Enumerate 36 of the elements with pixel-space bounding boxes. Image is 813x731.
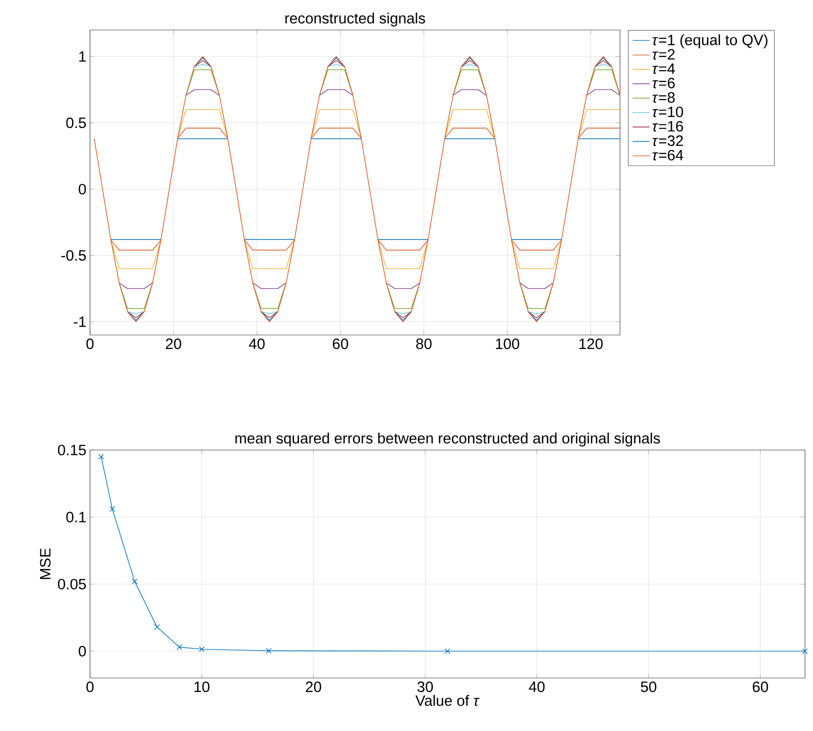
legend-label: τ=10: [652, 106, 684, 118]
y-tick-label: -0.5: [61, 250, 86, 261]
x-tick-label: 20: [306, 682, 322, 692]
legend-label: τ=8: [652, 92, 675, 103]
legend-label: τ=32: [652, 135, 683, 146]
x-tick-label: 10: [194, 682, 210, 692]
x-tick-label: 60: [752, 682, 768, 692]
y-tick-label: 0: [78, 646, 86, 656]
x-tick-label: 30: [417, 682, 433, 692]
legend-label: τ=16: [652, 121, 683, 132]
y-tick-label: 0.5: [66, 118, 86, 128]
x-tick-label: 0: [86, 682, 94, 692]
legend-label: τ=64: [652, 150, 684, 160]
x-tick-label: 0: [86, 338, 94, 350]
x-tick-label: 40: [528, 682, 545, 692]
x-tick-label: 50: [640, 682, 656, 692]
x-tick-label: 120: [579, 338, 603, 350]
y-tick-label: 0.1: [66, 512, 86, 522]
legend-label: τ=6: [652, 78, 675, 88]
x-tick-label: 100: [496, 338, 520, 350]
chart-title: reconstructed signals: [285, 12, 426, 26]
x-tick-label: 80: [416, 338, 432, 350]
x-axis-title: Value of τ: [415, 694, 480, 706]
legend-label: τ=4: [652, 64, 675, 74]
y-tick-label: 0.15: [58, 444, 86, 456]
legend-label: τ=1 (equal to QV): [652, 34, 768, 48]
legend-label: τ=2: [652, 49, 675, 60]
y-axis-title: MSE: [40, 548, 51, 579]
y-tick-label: 0.05: [58, 578, 86, 590]
x-tick-label: 20: [166, 338, 182, 350]
chart-title: mean squared errors between reconstructed and original signals: [235, 432, 660, 446]
y-tick-label: 0: [78, 184, 86, 194]
y-tick-label: -1: [74, 316, 86, 327]
x-tick-label: 40: [248, 338, 265, 350]
x-tick-label: 60: [332, 338, 348, 350]
y-tick-label: 1: [79, 51, 86, 62]
